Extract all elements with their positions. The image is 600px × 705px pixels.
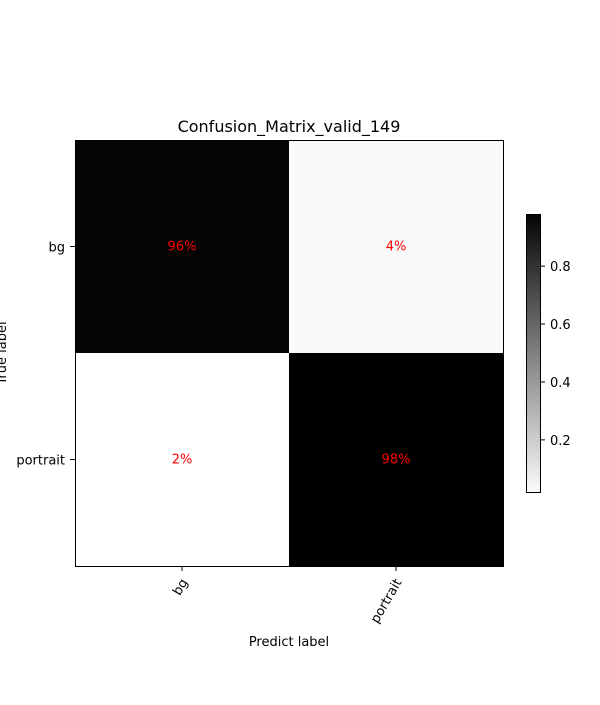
cell-value-label: 4%	[386, 240, 407, 255]
y-tick-label: portrait	[16, 454, 65, 469]
y-axis-label: True label	[0, 321, 10, 385]
x-tick-label: portrait	[368, 577, 405, 627]
heatmap-cell	[289, 353, 503, 566]
heatmap-cells	[75, 140, 503, 566]
colorbar-tick-label: 0.8	[550, 260, 571, 275]
chart-title: Confusion_Matrix_valid_149	[178, 117, 401, 137]
colorbar-ticks: 0.2 0.4 0.6 0.8	[540, 260, 571, 449]
x-axis-ticks: bg portrait	[170, 566, 405, 626]
colorbar	[526, 214, 541, 493]
colorbar-tick-label: 0.2	[550, 434, 571, 449]
y-axis-ticks: bg portrait	[16, 241, 75, 469]
cell-value-label: 98%	[382, 453, 411, 468]
heatmap-cell	[75, 140, 289, 353]
heatmap-cell	[289, 140, 503, 353]
y-tick-label: bg	[48, 241, 65, 256]
colorbar-tick-label: 0.6	[550, 318, 571, 333]
heatmap-cell	[75, 353, 289, 566]
x-tick-label: bg	[170, 577, 191, 599]
x-axis-label: Predict label	[249, 635, 329, 650]
colorbar-tick-label: 0.4	[550, 376, 571, 391]
heatmap-cell-labels: 96% 4% 2% 98%	[168, 240, 411, 468]
cell-value-label: 2%	[172, 453, 193, 468]
plot-frame	[75, 140, 504, 567]
cell-value-label: 96%	[168, 240, 197, 255]
